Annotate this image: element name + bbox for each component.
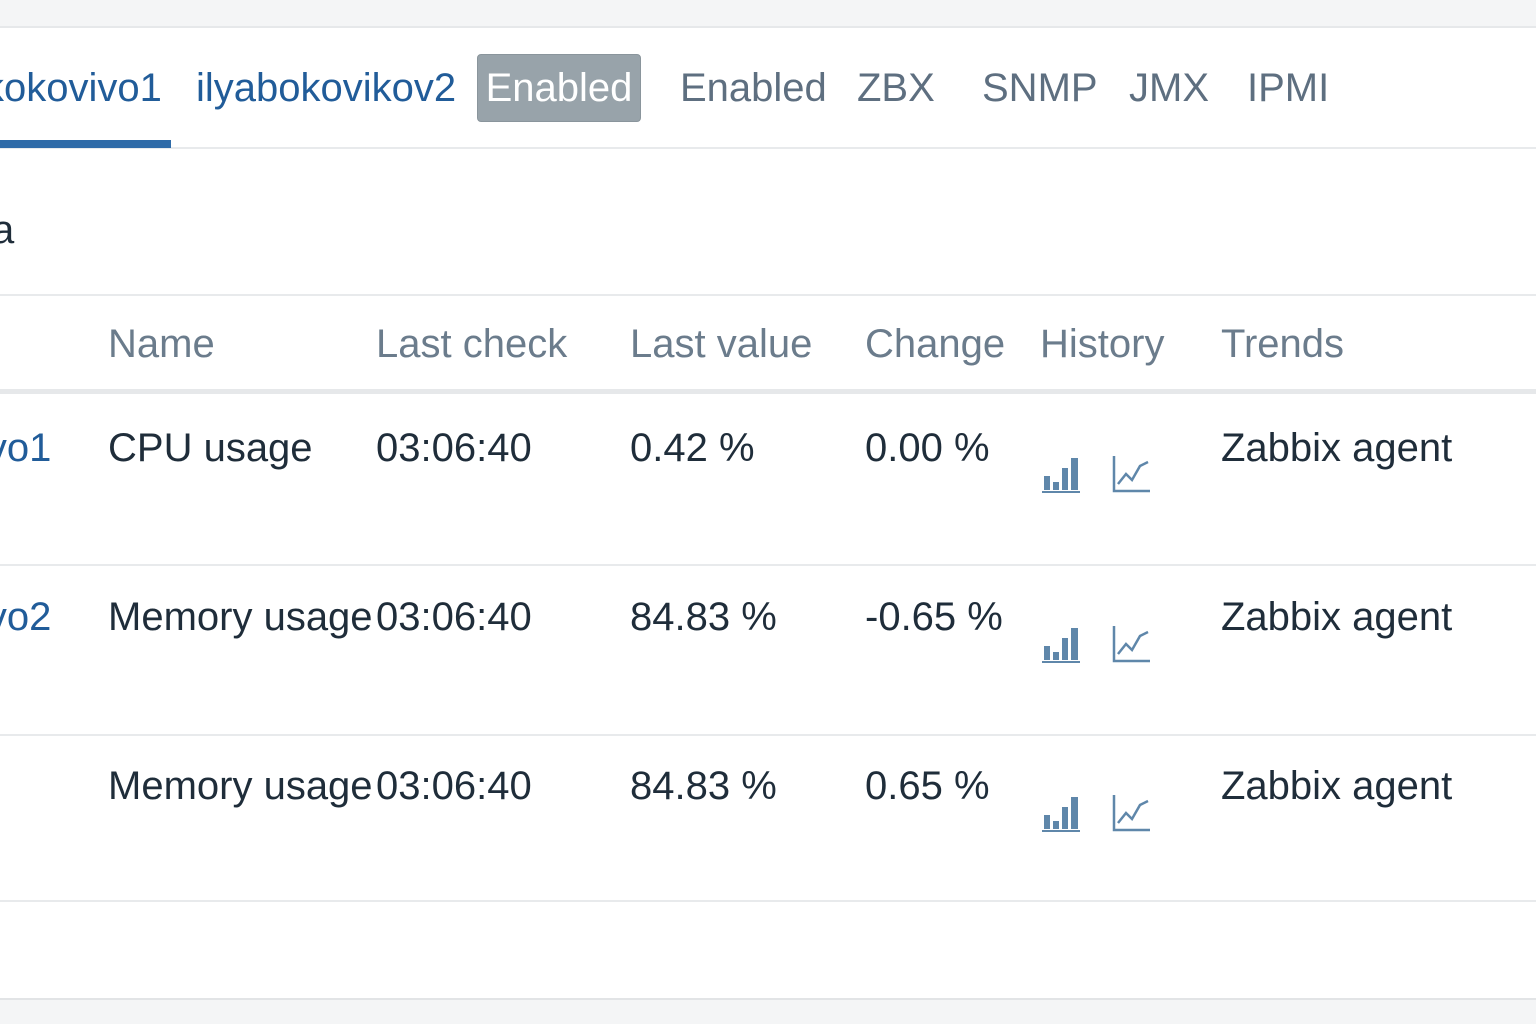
row-change: -0.65 % (865, 595, 1003, 639)
column-header-last-value[interactable]: Last value (630, 322, 813, 366)
top-strip (0, 0, 1536, 28)
section-divider (0, 294, 1536, 296)
column-header-name[interactable]: Name (108, 322, 215, 366)
row-trends: Zabbix agent (1221, 426, 1453, 470)
host-tab-bar: kokovivo1 ilyabokovikov2 Enabled Enabled… (0, 28, 1536, 149)
row-last-value: 84.83 % (630, 595, 777, 639)
line-graph-icon[interactable] (1112, 793, 1152, 833)
row-change: 0.00 % (865, 426, 990, 470)
line-graph-icon[interactable] (1112, 624, 1152, 664)
row-host-link[interactable]: ivo1 (0, 426, 52, 470)
enabled-status-badge[interactable]: Enabled (477, 54, 641, 122)
row-divider (0, 734, 1536, 736)
row-last-check: 03:06:40 (376, 764, 532, 808)
row-last-check: 03:06:40 (376, 595, 532, 639)
jmx-availability[interactable]: JMX (1129, 66, 1209, 110)
row-item-name: Memory usage (108, 764, 373, 808)
row-change: 0.65 % (865, 764, 990, 808)
latest-data-panel: kokovivo1 ilyabokovikov2 Enabled Enabled… (0, 28, 1536, 1000)
tab-host-ilyabokovikov2[interactable]: ilyabokovikov2 (196, 66, 457, 110)
column-header-history: History (1040, 322, 1165, 366)
row-last-value: 84.83 % (630, 764, 777, 808)
row-last-check: 03:06:40 (376, 426, 532, 470)
tab-host-kokovivo1[interactable]: kokovivo1 (0, 66, 162, 110)
bar-chart-icon[interactable] (1042, 793, 1082, 833)
table-header-divider (0, 389, 1536, 394)
line-graph-icon[interactable] (1112, 454, 1152, 494)
bar-chart-icon[interactable] (1042, 624, 1082, 664)
row-host-link[interactable]: ivo2 (0, 595, 52, 639)
row-trends: Zabbix agent (1221, 595, 1453, 639)
row-item-name: CPU usage (108, 426, 313, 470)
bar-chart-icon[interactable] (1042, 454, 1082, 494)
row-last-value: 0.42 % (630, 426, 755, 470)
row-item-name: Memory usage (108, 595, 373, 639)
zbx-availability[interactable]: ZBX (857, 66, 935, 110)
row-divider (0, 900, 1536, 902)
section-label: a (0, 208, 15, 252)
enabled-status-text[interactable]: Enabled (680, 66, 827, 110)
column-header-trends: Trends (1221, 322, 1345, 366)
column-header-last-check[interactable]: Last check (376, 322, 568, 366)
row-trends: Zabbix agent (1221, 764, 1453, 808)
row-divider (0, 564, 1536, 566)
snmp-availability[interactable]: SNMP (982, 66, 1098, 110)
active-tab-indicator (0, 140, 171, 148)
column-header-change: Change (865, 322, 1006, 366)
bottom-strip (0, 1000, 1536, 1024)
ipmi-availability[interactable]: IPMI (1247, 66, 1330, 110)
